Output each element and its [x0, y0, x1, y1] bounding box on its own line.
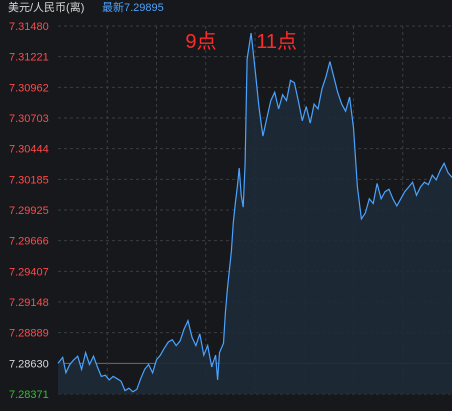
price-area: [58, 33, 452, 394]
y-tick-label: 7.29148: [9, 297, 49, 309]
y-tick-label: 7.29407: [9, 266, 49, 278]
y-tick-label: 7.29666: [9, 236, 49, 248]
last-price-label: 最新: [102, 2, 124, 14]
chart-header: 美元/人民币(离) 最新7.29895: [0, 0, 452, 16]
y-tick-label: 7.30444: [9, 144, 49, 156]
symbol-label: 美元/人民币(离): [8, 2, 85, 14]
annotation-label: 11点: [256, 30, 297, 53]
y-tick-label: 7.30703: [9, 113, 49, 125]
annotation-label: 9点: [185, 30, 216, 53]
y-tick-label: 7.28889: [9, 328, 49, 340]
y-tick-label: 7.31480: [9, 21, 49, 33]
y-tick-label: 7.28630: [9, 358, 49, 370]
y-tick-label: 7.28371: [9, 389, 49, 401]
y-tick-label: 7.31221: [9, 52, 49, 64]
y-tick-label: 7.30962: [9, 82, 49, 94]
y-tick-label: 7.29925: [9, 205, 49, 217]
y-tick-label: 7.30185: [9, 174, 49, 186]
last-price: 最新7.29895: [102, 1, 164, 15]
price-line: [57, 33, 452, 393]
last-price-value: 7.29895: [124, 2, 164, 14]
